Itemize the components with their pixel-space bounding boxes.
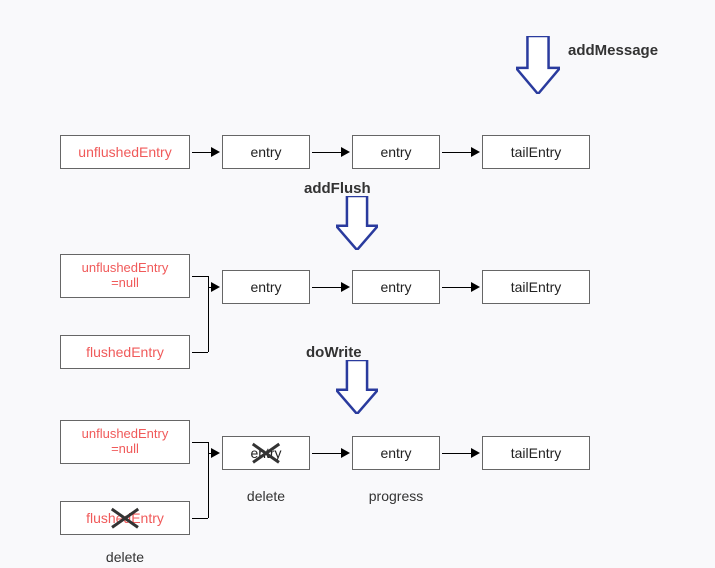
arrow-head	[471, 147, 480, 157]
row1-chain-1: entry	[352, 135, 440, 169]
sub-label: delete	[212, 488, 320, 504]
row1-left-0: unflushedEntry	[60, 135, 190, 169]
connector-arrow	[442, 287, 471, 288]
arrow-head	[211, 282, 220, 292]
diagram-canvas: addMessage addFlush doWrite unflushedEntry e…	[0, 0, 715, 568]
step-arrow-addFlush	[336, 196, 378, 250]
arrow-head	[471, 448, 480, 458]
step-label-addFlush: addFlush	[304, 180, 371, 197]
row2-left-0: unflushedEntry =null	[60, 254, 190, 298]
row2-chain-2: tailEntry	[482, 270, 590, 304]
row1-chain-2: tailEntry	[482, 135, 590, 169]
row3-chain-2: tailEntry	[482, 436, 590, 470]
step-arrow-addMessage	[516, 36, 560, 94]
row2-left-1: flushedEntry	[60, 335, 190, 369]
row2-chain-0: entry	[222, 270, 310, 304]
connector-arrow	[312, 453, 341, 454]
connector	[192, 518, 208, 519]
connector	[192, 276, 208, 277]
row3-left-1: flushedEntry	[60, 501, 190, 535]
arrow-head	[211, 147, 220, 157]
arrow-head	[341, 147, 350, 157]
connector	[192, 442, 208, 443]
step-label-doWrite: doWrite	[306, 344, 362, 361]
arrow-head	[341, 282, 350, 292]
connector-arrow	[312, 152, 341, 153]
connector-arrow	[442, 152, 471, 153]
row2-chain-1: entry	[352, 270, 440, 304]
step-arrow-doWrite	[336, 360, 378, 414]
connector-arrow	[312, 287, 341, 288]
arrow-head	[211, 448, 220, 458]
connector	[192, 352, 208, 353]
row3-chain-0: entry	[222, 436, 310, 470]
connector-arrow	[442, 453, 471, 454]
connector-arrow	[192, 152, 211, 153]
arrow-head	[341, 448, 350, 458]
arrow-head	[471, 282, 480, 292]
sub-label: progress	[342, 488, 450, 504]
step-label-addMessage: addMessage	[568, 42, 658, 59]
row1-chain-0: entry	[222, 135, 310, 169]
row3-chain-1: entry	[352, 436, 440, 470]
sub-label: delete	[60, 549, 190, 565]
row3-left-0: unflushedEntry =null	[60, 420, 190, 464]
